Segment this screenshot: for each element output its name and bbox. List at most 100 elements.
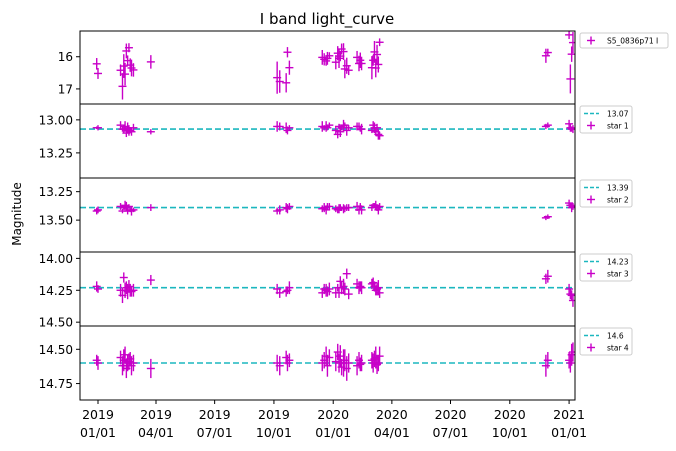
data-point: [283, 47, 292, 58]
legend-label: 14.6: [607, 332, 624, 341]
data-point: [283, 354, 292, 372]
data-point: [356, 357, 365, 372]
data-point: [325, 52, 334, 60]
data-point: [282, 73, 291, 93]
y-tick-label: 13.25: [39, 146, 73, 160]
data-point: [565, 119, 574, 128]
data-point: [375, 203, 384, 210]
data-point: [323, 125, 332, 131]
x-tick-label-year: 2019: [82, 407, 114, 422]
legend-label: star 3: [607, 270, 629, 279]
legend-panel-5: 14.6 star 4: [579, 327, 633, 356]
y-axis-label: Magnitude: [10, 182, 24, 246]
y-tick-label: 13.50: [39, 214, 73, 228]
data-point: [374, 354, 383, 372]
data-point: [374, 56, 383, 73]
data-point: [318, 205, 327, 213]
data-point: [285, 203, 294, 210]
data-point: [541, 273, 550, 284]
data-point: [325, 203, 334, 210]
legend-label: star 2: [607, 196, 629, 205]
legend-label: 13.39: [607, 184, 629, 193]
data-point: [121, 62, 130, 86]
data-point: [337, 43, 346, 55]
data-point: [566, 353, 575, 373]
data-point: [373, 123, 382, 132]
x-tick-label-year: 2020: [435, 407, 467, 422]
panel-frame: [79, 325, 576, 401]
legend-label: 14.23: [607, 258, 629, 267]
data-point: [344, 353, 353, 373]
y-tick-label: 13.00: [39, 113, 73, 127]
data-point: [357, 123, 366, 135]
data-point: [92, 207, 101, 215]
data-point: [344, 125, 353, 131]
legend-panel-2: 13.07 star 1: [579, 105, 633, 134]
panel-2-background: [80, 104, 575, 178]
data-point: [127, 286, 136, 297]
data-point: [318, 49, 327, 65]
data-points: [92, 119, 575, 140]
data-point: [275, 356, 284, 376]
data-point: [325, 122, 334, 128]
data-point: [127, 206, 136, 216]
x-tick-label-date: 07/01: [432, 425, 468, 440]
data-point: [344, 289, 353, 300]
data-point: [543, 122, 552, 128]
legend-label: star 4: [607, 344, 629, 353]
data-point: [568, 31, 575, 54]
panel-1-background: [80, 31, 575, 105]
x-tick-label-date: 01/01: [80, 425, 116, 440]
x-tick-label-date: 01/01: [551, 425, 587, 440]
data-point: [541, 354, 550, 377]
data-points: [92, 31, 575, 100]
data-point: [340, 282, 349, 296]
panel-4: 14.00 14.25 14.50 14.23 star 3: [39, 251, 633, 330]
data-point: [121, 200, 130, 210]
data-point: [94, 68, 102, 79]
x-tick-label-year: 2021: [553, 407, 585, 422]
data-point: [373, 44, 382, 65]
data-point: [342, 125, 351, 136]
data-point: [146, 55, 155, 69]
data-point: [375, 346, 384, 366]
data-point: [285, 60, 294, 75]
data-point: [129, 354, 138, 372]
y-tick-label: 14.00: [39, 252, 73, 266]
x-tick-label-year: 2020: [317, 407, 349, 422]
y-tick-label: 13.25: [39, 185, 73, 199]
data-points: [92, 268, 575, 307]
panel-1: 16 17 S5_0836p71 I: [58, 30, 669, 106]
data-point: [325, 349, 334, 366]
x-tick-label-year: 2019: [199, 407, 231, 422]
data-point: [567, 343, 575, 366]
x-tick-label-date: 01/01: [315, 425, 351, 440]
data-point: [340, 349, 349, 372]
legend-label: star 1: [607, 122, 629, 131]
data-point: [325, 282, 334, 296]
data-point: [357, 281, 366, 295]
data-point: [344, 204, 353, 212]
data-point: [543, 269, 552, 283]
data-point: [342, 356, 351, 381]
data-point: [568, 342, 575, 362]
data-point: [340, 205, 349, 213]
data-points: [92, 199, 575, 221]
data-point: [146, 274, 155, 286]
data-point: [129, 123, 138, 132]
data-point: [124, 43, 133, 53]
data-point: [119, 272, 128, 283]
data-point: [275, 70, 284, 93]
data-point: [567, 46, 575, 62]
data-point: [323, 286, 332, 297]
data-point: [92, 58, 101, 70]
data-point: [318, 354, 327, 372]
data-point: [94, 206, 102, 214]
legend-panel-4: 14.23 star 3: [579, 253, 633, 282]
data-point: [127, 127, 136, 136]
data-point: [285, 125, 294, 131]
data-point: [543, 352, 552, 369]
data-point: [275, 287, 284, 298]
x-tick-label-year: 2020: [376, 407, 408, 422]
legend-panel-3: 13.39 star 2: [579, 179, 633, 208]
